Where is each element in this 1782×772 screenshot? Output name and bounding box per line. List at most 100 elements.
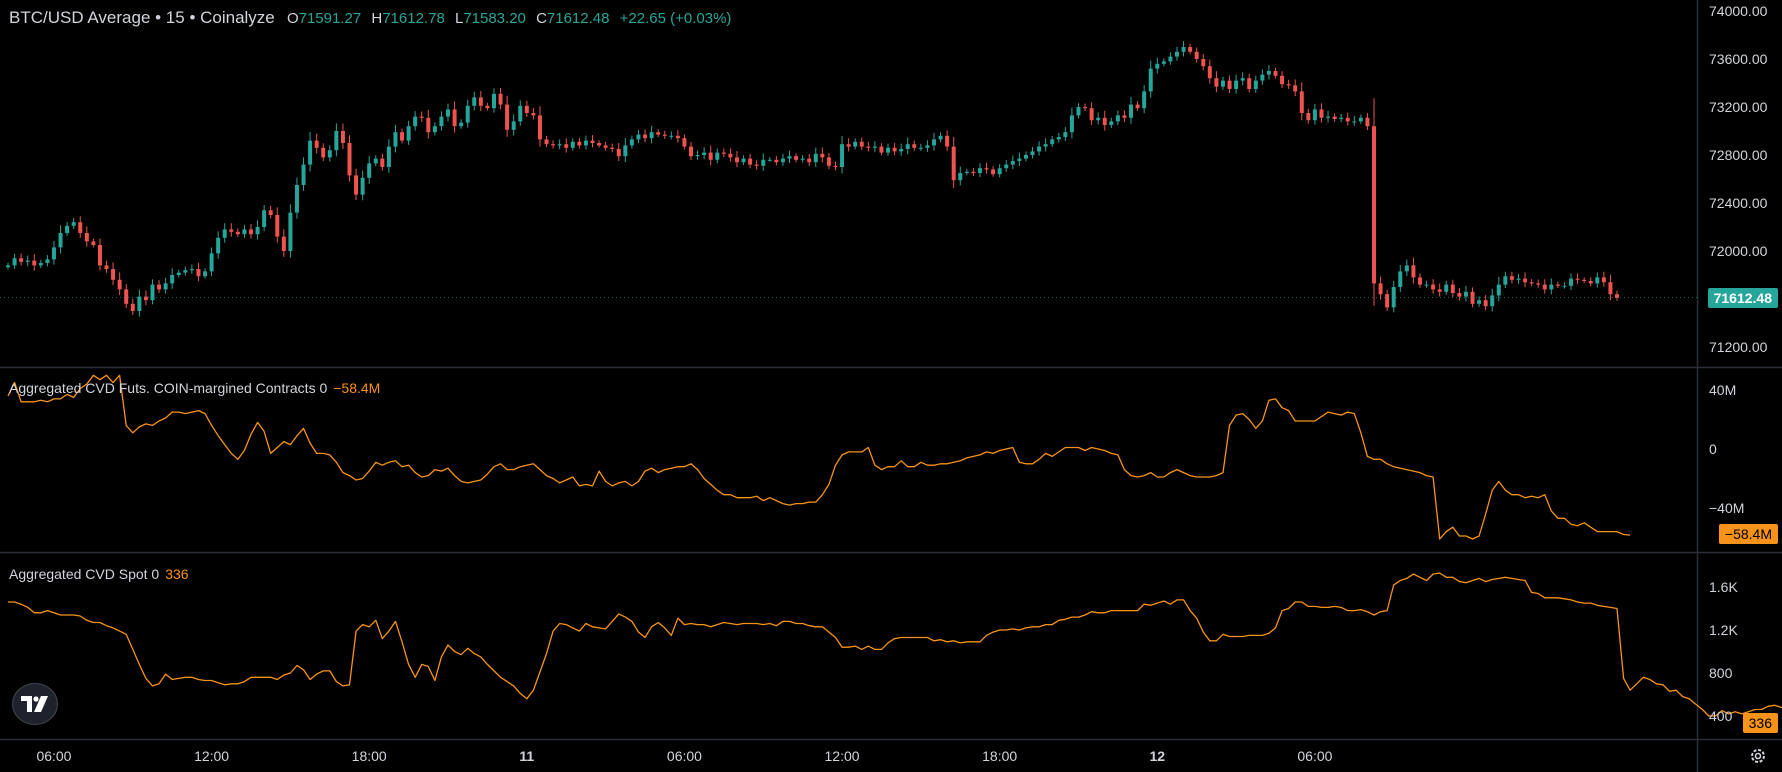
tradingview-logo[interactable] xyxy=(12,683,58,725)
candle-body xyxy=(78,222,83,233)
candle-body xyxy=(229,229,234,232)
candle-body xyxy=(1286,84,1291,86)
open-value: 71591.27 xyxy=(298,10,362,27)
price-axis-tick: 72400.00 xyxy=(1709,195,1768,211)
candle-body xyxy=(104,265,109,269)
futures-axis-tick: −40M xyxy=(1709,500,1744,516)
candle-body xyxy=(866,146,871,148)
candle-body xyxy=(846,144,851,147)
candle-body xyxy=(1588,281,1593,284)
candle-body xyxy=(938,135,943,140)
candle-body xyxy=(1332,116,1337,119)
candle-body xyxy=(616,149,621,157)
candle-body xyxy=(275,215,280,237)
candle-body xyxy=(321,147,326,158)
candle-body xyxy=(1549,284,1554,290)
candle-body xyxy=(977,168,982,173)
candle-body xyxy=(1089,108,1094,121)
symbol-legend: BTC/USD Average • 15 • Coinalyze O71591.… xyxy=(9,8,731,28)
candle-body xyxy=(196,269,201,277)
candle-body xyxy=(826,157,831,166)
candle-body xyxy=(1280,75,1285,85)
change-value: +22.65 (+0.03%) xyxy=(619,10,732,27)
spot-cvd-label[interactable]: Aggregated CVD Spot 0 xyxy=(9,566,160,582)
candle-body xyxy=(1523,278,1528,283)
candle-body xyxy=(675,135,680,139)
spot-cvd-line xyxy=(8,572,1782,717)
candle-body xyxy=(557,144,562,146)
candle-body xyxy=(1575,278,1580,280)
high-label: H xyxy=(371,10,383,27)
last-price-tag: 71612.48 xyxy=(1707,288,1778,308)
candle-body xyxy=(643,134,648,139)
candle-body xyxy=(1148,68,1153,92)
time-axis-tick: 18:00 xyxy=(982,748,1017,764)
candle-body xyxy=(137,296,142,311)
candle-body xyxy=(1431,284,1436,290)
candle-body xyxy=(1411,265,1416,278)
candle-body xyxy=(222,229,227,238)
candle-body xyxy=(235,231,240,235)
futures-cvd-value: −58.4M xyxy=(333,380,381,396)
price-axis-tick: 72000.00 xyxy=(1709,243,1768,259)
candle-body xyxy=(446,109,451,117)
candle-body xyxy=(728,153,733,158)
spot-axis-tick: 800 xyxy=(1709,665,1733,681)
candle-body xyxy=(511,121,516,130)
candle-body xyxy=(958,173,963,181)
candle-body xyxy=(439,116,444,127)
price-axis-tick: 72800.00 xyxy=(1709,147,1768,163)
candle-body xyxy=(1050,139,1055,145)
spot-axis-tick: 1.6K xyxy=(1709,579,1738,595)
futures-cvd-label[interactable]: Aggregated CVD Futs. COIN-margined Contr… xyxy=(9,380,328,396)
high-value: 71612.78 xyxy=(382,10,445,27)
candle-body xyxy=(1063,132,1068,137)
candle-body xyxy=(485,105,490,109)
candle-body xyxy=(163,283,168,290)
candle-body xyxy=(583,140,588,146)
spot-cvd-value: 336 xyxy=(165,566,189,582)
candle-body xyxy=(787,156,792,159)
symbol-title[interactable]: BTC/USD Average • 15 • Coinalyze xyxy=(9,8,275,27)
candle-body xyxy=(971,171,976,173)
time-axis-tick: 18:00 xyxy=(352,748,387,764)
candle-body xyxy=(1017,158,1022,161)
candle-body xyxy=(872,146,877,148)
candle-body xyxy=(419,116,424,118)
candle-body xyxy=(97,245,102,266)
candle-body xyxy=(1142,91,1147,109)
candle-body xyxy=(734,157,739,163)
candle-body xyxy=(761,159,766,166)
candle-body xyxy=(656,132,661,135)
candle-body xyxy=(1083,107,1088,109)
candle-body xyxy=(1220,80,1225,87)
candle-body xyxy=(1516,278,1521,280)
candle-body xyxy=(1490,295,1495,307)
candle-body xyxy=(426,117,431,133)
candle-body xyxy=(997,168,1002,175)
candle-body xyxy=(248,229,253,235)
candle-body xyxy=(1102,117,1107,125)
candle-body xyxy=(400,132,405,141)
candle-body xyxy=(327,150,332,158)
candle-body xyxy=(176,272,181,275)
candle-body xyxy=(1569,278,1574,286)
candle-body xyxy=(1096,117,1101,121)
candle-body xyxy=(170,275,175,284)
candle-body xyxy=(1207,66,1212,79)
settings-gear-icon[interactable] xyxy=(1748,746,1768,766)
candle-body xyxy=(1372,126,1377,284)
candle-body xyxy=(373,158,378,164)
candle-body xyxy=(1234,80,1239,89)
candle-body xyxy=(452,109,457,127)
candle-body xyxy=(1437,289,1442,292)
candle-body xyxy=(1417,277,1422,285)
candle-body xyxy=(1326,116,1331,118)
candle-body xyxy=(702,152,707,155)
candle-body xyxy=(1076,107,1081,116)
candle-body xyxy=(531,113,536,116)
candle-body xyxy=(189,269,194,271)
candle-body xyxy=(406,126,411,141)
spot-last-value-tag: 336 xyxy=(1742,713,1778,733)
